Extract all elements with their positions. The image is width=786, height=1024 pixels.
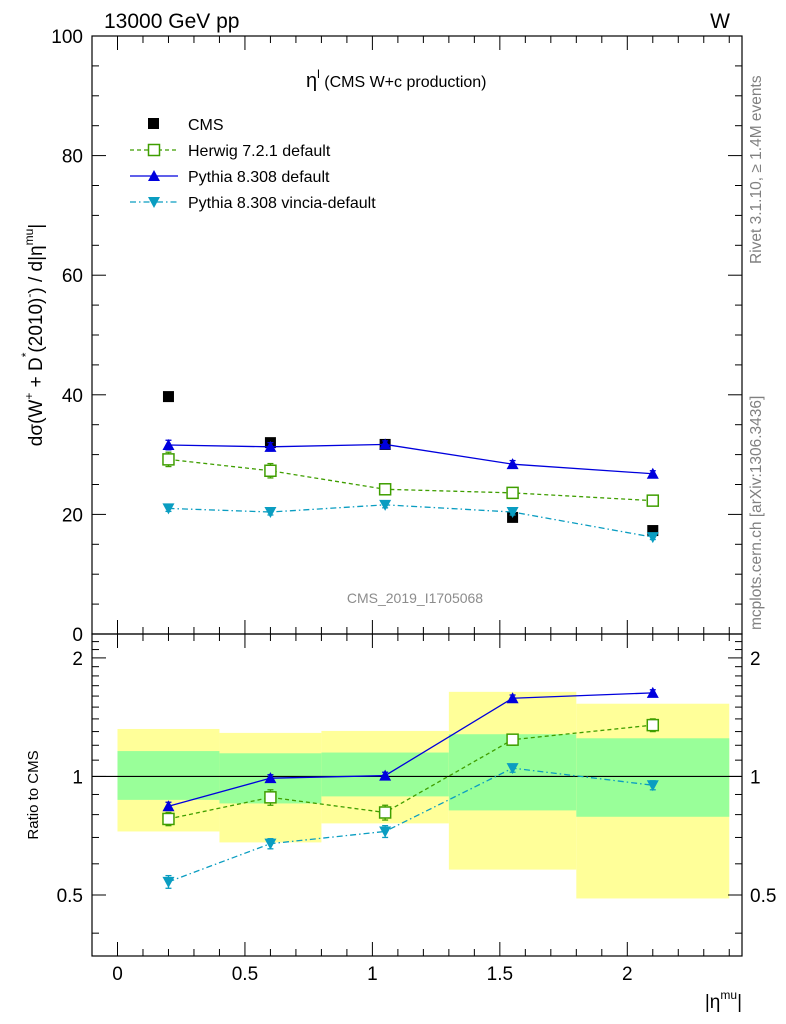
ratio-y-tick-label-right: 1 [750,767,761,788]
ratio-data-point [646,686,659,698]
title-rest: (CMS W+c production) [320,74,487,91]
legend-label-cms: CMS [188,117,224,134]
ratio-data-point [379,769,392,781]
ratio-inner-band [117,751,220,800]
ratio-y-tick-label: 2 [72,649,83,670]
rivet-version-label: Rivet 3.1.10, ≥ 1.4M events [748,75,765,264]
data-point [506,486,519,500]
data-point [647,525,659,537]
main-y-tick-label: 80 [62,147,83,168]
data-point [646,532,659,544]
mcplots-label: mcplots.cern.ch [arXiv:1306.3436] [748,396,765,630]
data-point [646,467,659,479]
legend-marker-pythia [148,170,160,181]
ratio-data-point [506,733,519,746]
main-y-tick-label: 20 [62,505,83,526]
data-point [162,391,174,403]
ratio-y-tick-label-right: 0.5 [750,886,776,907]
x-tick-label: 1.5 [487,964,513,985]
main-y-axis-label: dσ(W+ + D*(2010)-) / d|ηmu| [19,224,47,446]
legend: CMS Herwig 7.2.1 default Pythia 8.308 de… [130,117,376,212]
ratio-y-axis-label: Ratio to CMS [25,750,42,839]
data-point [162,503,175,515]
legend-marker-vincia [148,197,160,208]
title-eta: η [306,70,317,92]
ratio-y-tick-label-right: 2 [750,649,761,670]
ratio-data-layer [162,686,660,889]
series-line [168,443,653,475]
ratio-data-point [646,718,660,732]
data-point [506,507,519,519]
main-y-tick-label: 60 [62,266,83,287]
ratio-y-tick-label: 1 [72,767,83,788]
data-point [646,494,660,507]
ratio-data-point [646,780,659,792]
header-energy-label: 13000 GeV pp [104,10,239,33]
ratio-y-tick-label: 0.5 [57,886,83,907]
legend-marker-cms [148,118,159,129]
main-y-tick-label: 100 [51,27,83,48]
analysis-watermark: CMS_2019_I1705068 [347,590,483,606]
series-2 [162,438,659,479]
legend-label-herwig: Herwig 7.2.1 default [188,143,331,160]
ratio-data-point [162,812,175,826]
legend-marker-herwig [147,143,161,157]
x-tick-label: 1 [367,964,378,985]
header-process-label: W [710,10,730,33]
ratio-data-point [264,772,277,784]
ratio-data-point [506,763,519,775]
data-point [379,438,392,450]
main-panel: 0 20 40 60 80 100 ηl (CMS W+c production) CMS… [19,27,743,646]
ratio-axes: 0.5 0.5 1 1 2 2 0 0.5 1 1.5 2 [57,634,776,985]
x-tick-label: 0 [112,964,123,985]
x-tick-label: 0.5 [232,964,258,985]
data-point [506,458,519,470]
series-line [168,504,653,538]
ratio-series-1 [162,686,659,812]
ratio-series-0 [162,718,660,827]
x-tick-label: 2 [622,964,633,985]
ratio-series-line [168,767,653,883]
data-point [264,507,277,519]
legend-label-pythia: Pythia 8.308 default [188,169,330,186]
legend-label-vincia: Pythia 8.308 vincia-default [188,195,376,212]
main-y-tick-label: 40 [62,386,83,407]
ratio-data-point [264,791,277,804]
ratio-data-point [162,876,175,888]
ratio-data-point [162,800,175,812]
x-axis-label: |ηmu| [705,988,742,1013]
data-point [379,499,392,511]
title-sup: l [317,67,320,81]
ratio-series-2 [162,763,659,889]
ratio-panel-frame [91,633,743,957]
ratio-uncertainty-bands [92,691,742,899]
main-axes: 0 20 40 60 80 100 [51,27,742,646]
data-point [378,483,392,496]
main-y-tick-label: 0 [72,625,83,646]
data-point [264,440,277,452]
ratio-data-point [506,692,519,704]
series-0 [162,391,659,537]
main-data-layer [162,391,660,544]
ratio-data-point [379,826,392,838]
plot-title: ηl (CMS W+c production) [306,67,487,92]
data-point [162,453,175,466]
ratio-panel: 0.5 0.5 1 1 2 2 0 0.5 1 1.5 2 Ratio to CMS |ηmu| [25,633,776,1013]
data-point [264,464,277,477]
ratio-data-point [378,806,392,819]
data-point [162,439,175,451]
ratio-data-point [264,838,277,850]
ratio-inner-band [576,738,730,817]
series-1 [162,451,660,507]
series-line [168,458,653,502]
series-3 [162,499,659,544]
